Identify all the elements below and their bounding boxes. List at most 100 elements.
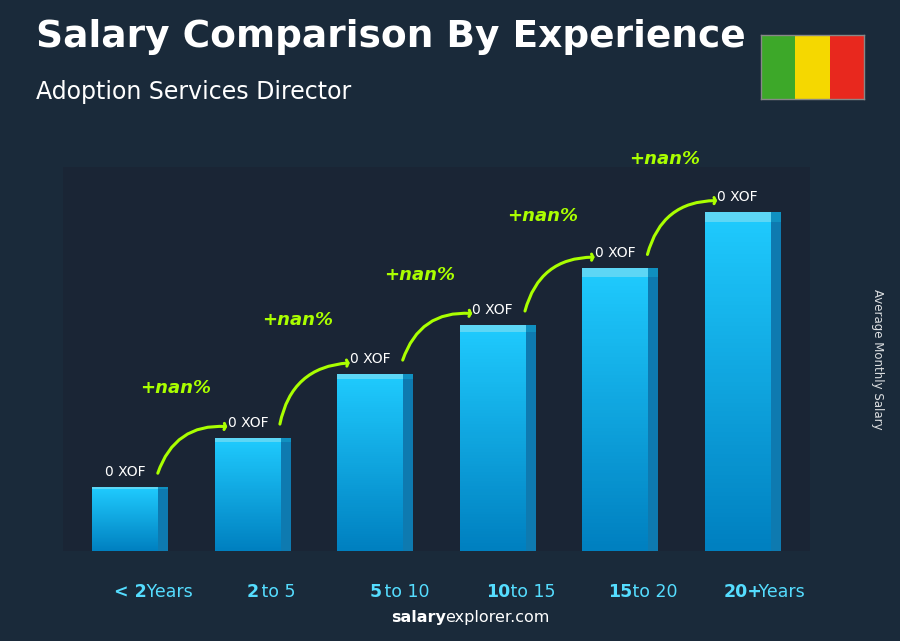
- Bar: [215, 540, 281, 542]
- Bar: [93, 509, 158, 510]
- Bar: [281, 438, 291, 551]
- Bar: [460, 549, 526, 551]
- Bar: [338, 496, 403, 498]
- Bar: [705, 475, 770, 479]
- Bar: [705, 310, 770, 313]
- Bar: [338, 431, 403, 434]
- Bar: [338, 401, 403, 403]
- Text: Salary Comparison By Experience: Salary Comparison By Experience: [36, 19, 746, 55]
- Bar: [460, 512, 526, 515]
- Bar: [93, 547, 158, 548]
- Bar: [215, 467, 281, 468]
- Bar: [93, 507, 158, 508]
- Bar: [403, 374, 413, 379]
- Bar: [705, 403, 770, 407]
- Bar: [93, 505, 158, 506]
- Bar: [582, 413, 648, 417]
- Bar: [705, 360, 770, 365]
- Bar: [705, 535, 770, 538]
- Bar: [582, 307, 648, 311]
- Bar: [460, 401, 526, 404]
- Bar: [460, 376, 526, 379]
- Bar: [93, 504, 158, 505]
- Bar: [215, 503, 281, 504]
- Bar: [338, 385, 403, 387]
- Bar: [770, 212, 780, 551]
- Bar: [338, 410, 403, 412]
- Bar: [705, 394, 770, 399]
- Bar: [215, 462, 281, 463]
- Bar: [215, 510, 281, 512]
- Bar: [460, 415, 526, 419]
- Bar: [460, 407, 526, 410]
- Bar: [93, 499, 158, 500]
- Bar: [215, 468, 281, 469]
- Bar: [705, 513, 770, 517]
- Bar: [338, 533, 403, 536]
- Bar: [582, 388, 648, 392]
- Bar: [705, 318, 770, 322]
- Bar: [705, 412, 770, 415]
- Bar: [460, 342, 526, 345]
- Bar: [460, 526, 526, 529]
- Bar: [460, 337, 526, 339]
- Bar: [705, 224, 770, 229]
- Bar: [582, 406, 648, 410]
- Bar: [460, 529, 526, 531]
- Bar: [338, 465, 403, 467]
- Text: 2: 2: [247, 583, 259, 601]
- Bar: [582, 442, 648, 445]
- Bar: [338, 545, 403, 547]
- Bar: [705, 483, 770, 488]
- Bar: [215, 526, 281, 527]
- Bar: [460, 367, 526, 370]
- Bar: [582, 279, 648, 283]
- Bar: [93, 512, 158, 513]
- Bar: [93, 497, 158, 499]
- Bar: [582, 481, 648, 484]
- Bar: [705, 449, 770, 454]
- Bar: [215, 438, 281, 440]
- Bar: [215, 531, 281, 533]
- Bar: [460, 487, 526, 489]
- Bar: [93, 517, 158, 518]
- Bar: [93, 540, 158, 541]
- Bar: [582, 505, 648, 509]
- Bar: [215, 497, 281, 499]
- Text: Average Monthly Salary: Average Monthly Salary: [871, 288, 884, 429]
- Bar: [460, 517, 526, 520]
- Bar: [338, 374, 403, 376]
- Bar: [582, 424, 648, 428]
- Bar: [215, 444, 281, 445]
- Bar: [582, 311, 648, 315]
- Bar: [582, 272, 648, 276]
- Bar: [582, 322, 648, 325]
- Bar: [338, 503, 403, 504]
- Bar: [215, 470, 281, 472]
- Bar: [582, 329, 648, 332]
- Bar: [460, 328, 526, 331]
- Bar: [460, 458, 526, 461]
- Bar: [582, 269, 648, 272]
- Bar: [705, 462, 770, 467]
- Bar: [460, 509, 526, 512]
- Bar: [460, 461, 526, 463]
- Bar: [215, 499, 281, 501]
- Bar: [215, 456, 281, 458]
- Bar: [338, 405, 403, 407]
- Bar: [93, 491, 158, 492]
- Bar: [705, 271, 770, 276]
- Bar: [582, 304, 648, 307]
- Bar: [460, 419, 526, 421]
- Bar: [582, 392, 648, 395]
- Bar: [338, 434, 403, 436]
- Bar: [582, 357, 648, 360]
- Bar: [582, 410, 648, 413]
- Bar: [582, 498, 648, 502]
- Bar: [215, 441, 281, 442]
- Text: 0 XOF: 0 XOF: [717, 190, 758, 204]
- Bar: [460, 545, 526, 549]
- Bar: [705, 488, 770, 492]
- Bar: [582, 438, 648, 442]
- Bar: [403, 374, 413, 551]
